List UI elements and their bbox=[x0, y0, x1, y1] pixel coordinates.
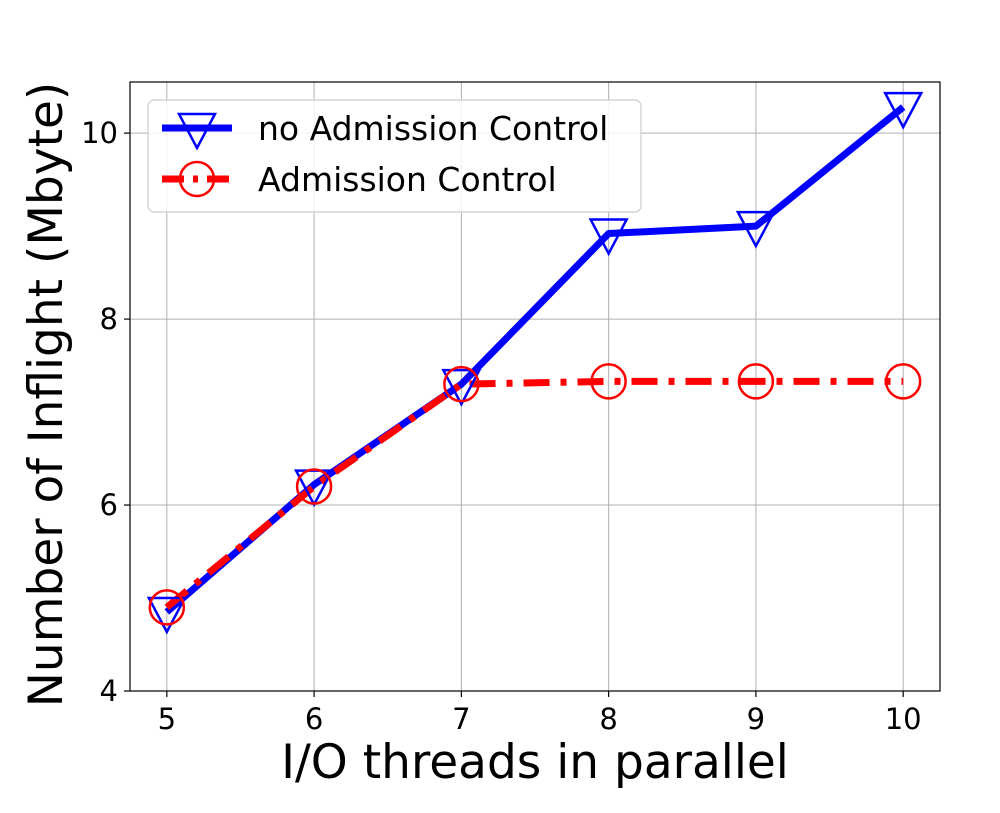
series-2-point bbox=[148, 589, 186, 626]
series-1-point bbox=[735, 210, 776, 249]
series-1-point bbox=[441, 368, 482, 407]
x-tick-label: 8 bbox=[599, 702, 617, 736]
plot-frame bbox=[129, 81, 941, 692]
legend-marker-1 bbox=[176, 112, 218, 151]
legend: no Admission Control Admission Control bbox=[147, 99, 642, 213]
series-1-point bbox=[588, 218, 629, 257]
y-tick-label: 4 bbox=[100, 674, 118, 708]
series-2-point bbox=[443, 365, 480, 403]
x-axis-title: I/O threads in parallel bbox=[281, 735, 789, 790]
legend-label-2: Admission Control bbox=[258, 160, 557, 199]
x-tick-label: 6 bbox=[305, 702, 323, 736]
x-tick-label: 5 bbox=[158, 702, 176, 736]
series-2-point bbox=[295, 468, 333, 505]
y-tick-label: 10 bbox=[81, 116, 118, 150]
legend-box bbox=[147, 99, 642, 213]
x-tick-label: 7 bbox=[452, 702, 470, 736]
y-axis-ticks: 4 6 8 10 bbox=[81, 116, 130, 708]
legend-marker-2 bbox=[178, 160, 216, 198]
x-axis-ticks: 5 6 7 8 9 10 bbox=[158, 691, 922, 736]
series-1-point bbox=[146, 596, 187, 635]
x-tick-label: 10 bbox=[885, 702, 922, 736]
series-line-2 bbox=[164, 377, 904, 611]
series-2-point bbox=[884, 363, 922, 400]
y-tick-label: 8 bbox=[100, 302, 118, 336]
series-line-1 bbox=[164, 104, 906, 615]
series-1-point bbox=[883, 91, 924, 130]
x-tick-label: 9 bbox=[747, 702, 765, 736]
y-tick-label: 6 bbox=[100, 488, 118, 522]
series-markers bbox=[146, 91, 924, 635]
series-2-point bbox=[590, 363, 627, 400]
series-2-point bbox=[737, 363, 775, 400]
legend-label-1: no Admission Control bbox=[258, 109, 608, 148]
series-lines bbox=[164, 104, 906, 615]
y-axis-title: Number of Inflight (Mbyte) bbox=[19, 82, 74, 708]
